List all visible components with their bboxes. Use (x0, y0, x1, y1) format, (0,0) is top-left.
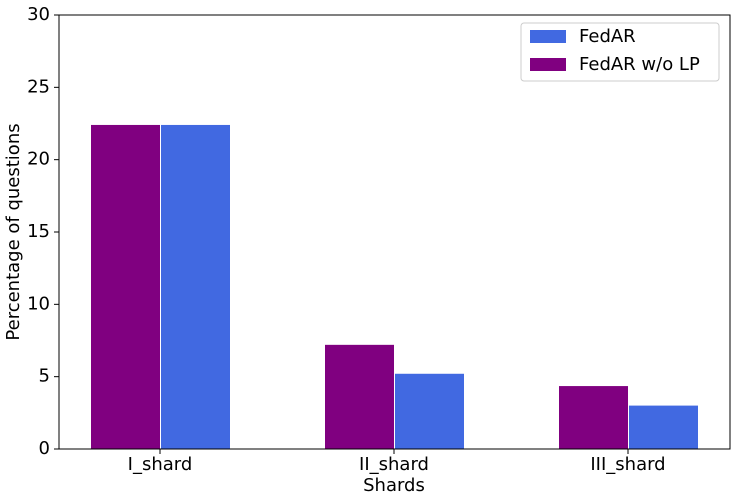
bar (325, 344, 394, 449)
legend-label: FedAR (579, 26, 636, 47)
bar (559, 386, 628, 449)
bar (91, 124, 160, 450)
bar (161, 124, 230, 450)
legend-box (520, 22, 720, 82)
y-tick-label: 20 (27, 149, 50, 170)
legend-swatch (530, 58, 566, 71)
y-tick-label: 15 (27, 221, 50, 242)
y-tick-label: 10 (27, 293, 50, 314)
plot-frame (58, 14, 731, 450)
legend-swatch (530, 30, 566, 43)
y-tick-label: 25 (27, 76, 50, 97)
x-axis-label: Shards (363, 475, 425, 496)
y-axis-label: Percentage of questions (3, 123, 24, 340)
x-tick-label: III_shard (590, 454, 665, 475)
x-tick-label: II_shard (359, 454, 429, 475)
legend-label: FedAR w/o LP (579, 54, 700, 75)
y-tick-label: 5 (39, 366, 50, 387)
y-tick-label: 30 (27, 4, 50, 25)
bar (629, 405, 698, 449)
bar (395, 373, 464, 449)
x-tick-label: I_shard (128, 454, 193, 475)
y-tick-label: 0 (39, 438, 50, 459)
